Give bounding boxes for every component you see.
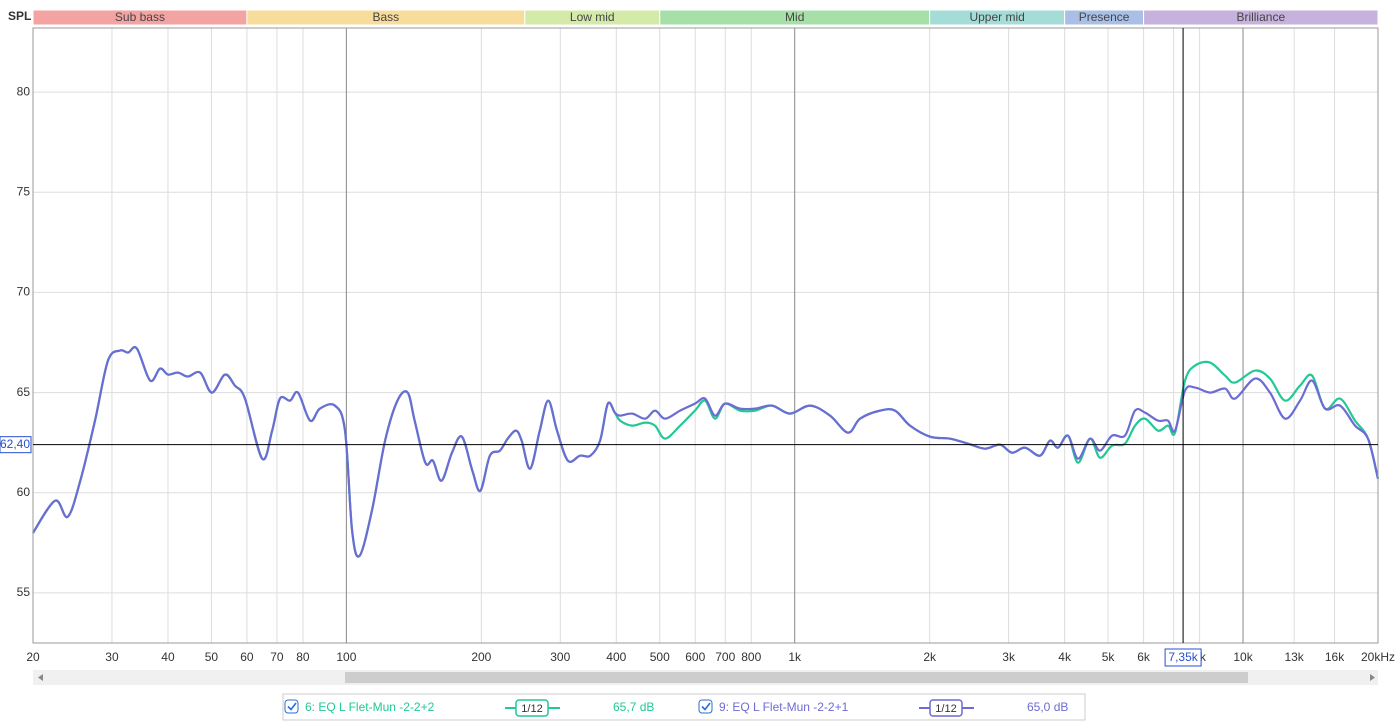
x-tick-label: 16k: [1325, 650, 1345, 664]
series-line: [32, 346, 1380, 558]
band-label: Low mid: [570, 10, 615, 24]
x-tick-label: 20: [26, 650, 40, 664]
scrollbar-thumb[interactable]: [345, 672, 1248, 683]
x-tick-label: 4k: [1058, 650, 1072, 664]
plot: [32, 346, 1380, 558]
x-tick-label: 700: [715, 650, 735, 664]
x-tick-label: 100: [336, 650, 356, 664]
cursor-y-box: [0, 436, 32, 454]
y-tick-label: 75: [17, 184, 31, 198]
series-line: [32, 346, 1380, 558]
smoothing-box: [515, 699, 549, 717]
band-bar: Sub bass Bass Low mid Mid Upper mid Presence B…: [32, 9, 1379, 26]
legend-items: 6: EQ L Flet-Mun -2-2+2 1/12 65,7 dB 9: EQ …: [284, 699, 1068, 717]
plot-frame: [32, 27, 1379, 644]
x-tick-label: 800: [741, 650, 761, 664]
smoothing-box: [929, 699, 963, 717]
smoothing-label: 1/12: [521, 703, 542, 715]
x-tick-label: 50: [205, 650, 219, 664]
band-label: Brilliance: [1236, 10, 1285, 24]
checkmark[interactable]: [701, 702, 711, 711]
band-label: Sub bass: [115, 10, 165, 24]
readout: 65,7 dB: [613, 700, 654, 714]
cursor: 7,35k 62,40: [0, 28, 1378, 667]
y-axis-label: SPL: [8, 9, 31, 23]
y-tick-label: 55: [17, 585, 31, 599]
readout: 65,0 dB: [1027, 700, 1068, 714]
band-label: Presence: [1079, 10, 1130, 24]
x-tick-label: 600: [685, 650, 705, 664]
band-label: Upper mid: [969, 10, 1024, 24]
legend-label: 6: EQ L Flet-Mun -2-2+2: [305, 700, 435, 714]
x-tick-label: 80: [296, 650, 310, 664]
y-tick-label: 80: [17, 84, 31, 98]
x-tick-label: 300: [550, 650, 570, 664]
checkmark[interactable]: [287, 702, 297, 711]
band: [1143, 9, 1379, 26]
x-tick-label: 13k: [1284, 650, 1304, 664]
cursor-y-label: 62,40: [0, 437, 30, 451]
x-tick-label: 500: [650, 650, 670, 664]
x-tick-label: 10k: [1233, 650, 1253, 664]
scroll-right[interactable]: [1370, 674, 1375, 681]
y-tick-label: 70: [17, 285, 31, 299]
x-tick-label: 1k: [788, 650, 802, 664]
cursor-x-box: [1164, 648, 1202, 667]
x-tick-label: 60: [240, 650, 254, 664]
band-label: Mid: [785, 10, 804, 24]
y-tick-label: 60: [17, 485, 31, 499]
scroll-left[interactable]: [38, 674, 43, 681]
smoothing-label: 1/12: [935, 703, 956, 715]
checkbox[interactable]: [284, 699, 299, 714]
x-tick-label: 200: [471, 650, 491, 664]
band-label: Bass: [373, 10, 400, 24]
x-tick-label: 30: [105, 650, 119, 664]
legend-label: 9: EQ L Flet-Mun -2-2+1: [719, 700, 849, 714]
x-tick-label: 20kHz: [1361, 650, 1395, 664]
x-tick-label: 40: [161, 650, 175, 664]
x-tick-label: 3k: [1002, 650, 1016, 664]
cursor-x-label: 7,35k: [1168, 650, 1198, 664]
x-tick-label: 2k: [923, 650, 937, 664]
x-tick-label: 6k: [1137, 650, 1151, 664]
x-tick-label: 400: [606, 650, 626, 664]
checkbox[interactable]: [698, 699, 713, 714]
x-tick-label: 5k: [1102, 650, 1116, 664]
ticks: 55 60 65 70 75 80 20 30 40 50 60 70 80 100 200 300 400 50…: [17, 84, 1395, 664]
x-tick-label: 70: [270, 650, 284, 664]
y-tick-label: 65: [17, 385, 31, 399]
grid: [32, 28, 1379, 643]
